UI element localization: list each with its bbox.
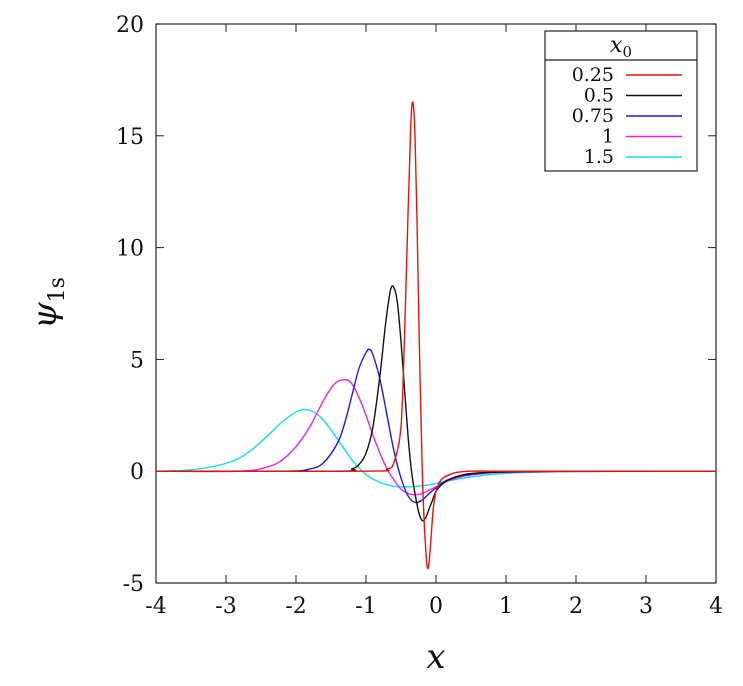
x-tick-label: 2 [569,594,583,619]
x-tick-label: 0 [429,594,443,619]
y-tick-label: 10 [116,237,144,262]
series-line-0.5 [155,285,717,522]
x-tick-label: -3 [215,594,236,619]
legend-box [544,30,698,172]
legend-label: 0.5 [584,85,614,107]
data-series [155,101,717,570]
y-tick-label: -5 [123,572,144,597]
y-axis-title-main: ψ [25,302,65,329]
x-tick-label: 4 [709,594,723,619]
y-tick-label: 5 [130,348,144,373]
y-axis-title-sub: 1s [45,277,70,302]
legend-label: 1.5 [584,146,614,168]
x-tick-label: -2 [285,594,306,619]
legend-label: 0.25 [572,64,614,86]
x-tick-label: -1 [355,594,376,619]
legend-title-sub: 0 [622,43,632,61]
x-tick-label: 3 [639,594,653,619]
series-line-1.5 [155,408,717,488]
y-tick-label: 15 [116,125,144,150]
series-line-0.75 [155,348,717,504]
legend-label: 1 [602,126,614,148]
series-line-0.25 [155,101,716,570]
x-tick-label: -4 [145,594,166,619]
legend-label: 0.75 [572,105,614,127]
legend-title-main: x [610,33,623,58]
y-axis-title: ψ1s [25,277,70,329]
svg-text:ψ1s: ψ1s [25,277,70,329]
legend-title: x0 [610,33,632,61]
series-line-1 [155,378,717,496]
y-tick-label: 0 [130,460,144,485]
x-tick-label: 1 [499,594,513,619]
x-axis-title: x [426,637,445,677]
y-tick-label: 20 [116,13,144,38]
